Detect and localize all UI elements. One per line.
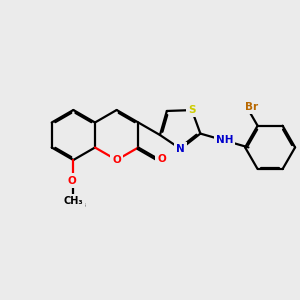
Text: Br: Br (245, 102, 259, 112)
Text: OCH₃: OCH₃ (60, 200, 86, 209)
Text: O: O (112, 155, 121, 165)
Text: CH₃: CH₃ (64, 196, 83, 206)
Text: N: N (176, 144, 185, 154)
Text: O: O (157, 154, 166, 164)
Text: O: O (68, 176, 76, 185)
Text: S: S (188, 105, 196, 115)
Text: NH: NH (216, 136, 233, 146)
